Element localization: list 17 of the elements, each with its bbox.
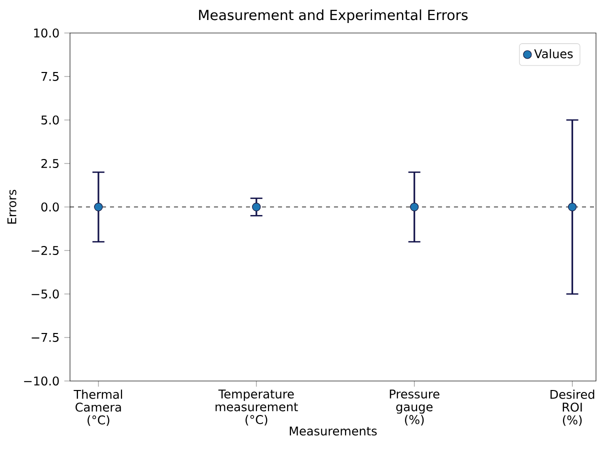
y-tick-label: −2.5	[32, 246, 59, 256]
y-tick-label: −7.5	[32, 333, 59, 342]
chart-title: Measurement and Experimental Errors	[199, 9, 468, 23]
y-tick-label: 2.5	[41, 158, 59, 168]
y-tick-label: 5.0	[41, 115, 59, 125]
y-tick-label: 10.0	[34, 28, 59, 38]
x-tick-label: Temperature measurement (°C)	[216, 390, 298, 426]
x-tick-label: Thermal Camera (°C)	[74, 390, 122, 426]
x-axis-title: Measurements	[290, 426, 377, 436]
legend-label: Values	[534, 49, 573, 58]
y-axis-title: Errors	[7, 190, 16, 224]
x-tick-label: Desired ROI (%)	[550, 390, 594, 426]
y-tick-label: −10.0	[24, 376, 59, 386]
x-tick-label: Pressure gauge (%)	[390, 390, 440, 426]
y-tick-label: −5.0	[32, 289, 59, 299]
y-tick-label: 7.5	[42, 72, 59, 81]
y-tick-label: 0.0	[41, 202, 59, 212]
